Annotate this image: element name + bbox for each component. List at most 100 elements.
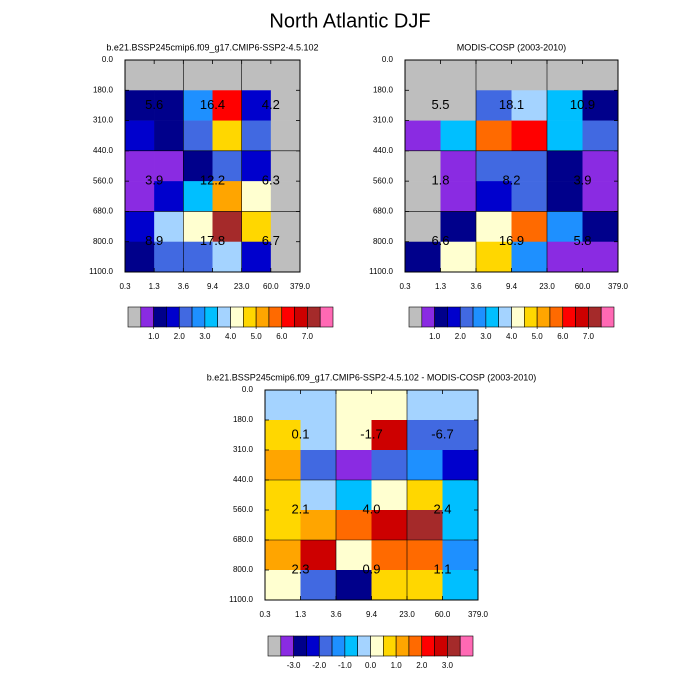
cell — [265, 390, 301, 421]
cell — [511, 211, 548, 243]
cell — [407, 450, 443, 481]
colorbar-label: -2.0 — [312, 661, 326, 670]
y-tick-label: 560.0 — [233, 505, 254, 514]
y-tick-label: 800.0 — [233, 565, 254, 574]
colorbar-box — [268, 306, 283, 328]
cell — [407, 480, 443, 511]
cell — [582, 60, 619, 91]
cell — [265, 540, 301, 571]
cell — [241, 90, 272, 121]
colorbar-box — [127, 306, 142, 328]
cell — [405, 241, 441, 273]
cell — [300, 540, 337, 571]
cell — [212, 181, 242, 212]
colorbar-box — [524, 306, 538, 328]
block-annotation: 1.8 — [431, 173, 449, 188]
cell — [270, 211, 301, 243]
cell — [511, 120, 548, 152]
cell — [476, 241, 512, 273]
block-annotation: 8.9 — [145, 233, 163, 248]
y-tick-label: 680.0 — [233, 535, 254, 544]
y-tick-label: 180.0 — [233, 415, 254, 424]
colorbar-box — [318, 635, 333, 657]
cell — [582, 90, 619, 121]
cell — [270, 120, 301, 152]
cell — [125, 211, 155, 243]
panel-title: b.e21.BSSP245cmip6.f09_g17.CMIP6-SSP2-4.… — [207, 372, 537, 382]
cell — [300, 480, 337, 511]
cell — [300, 510, 337, 541]
colorbar-box — [472, 306, 487, 328]
cell — [547, 120, 583, 152]
block-annotation: 18.1 — [499, 97, 524, 112]
cell — [547, 90, 583, 121]
cell — [154, 120, 184, 152]
colorbar-label: 1.0 — [148, 332, 160, 341]
colorbar-label: 3.0 — [480, 332, 492, 341]
x-tick-label: 60.0 — [435, 610, 451, 619]
x-tick-label: 60.0 — [575, 282, 591, 291]
colorbar-box — [421, 635, 435, 657]
cell — [511, 60, 548, 91]
colorbar-label: 5.0 — [251, 332, 263, 341]
colorbar-label: 7.0 — [302, 332, 314, 341]
colorbar-box — [588, 306, 602, 328]
cell — [511, 150, 548, 182]
y-tick-label: 310.0 — [233, 445, 254, 454]
colorbar-box — [600, 306, 615, 328]
block-annotation: 2.1 — [291, 501, 309, 516]
cell — [405, 181, 441, 212]
cell — [270, 60, 301, 91]
colorbar-label: 2.0 — [416, 661, 428, 670]
x-tick-label: 0.3 — [259, 610, 271, 619]
y-tick-label: 0.0 — [242, 385, 254, 394]
cell — [371, 420, 408, 451]
colorbar-box — [434, 635, 448, 657]
cell — [440, 120, 477, 152]
cell — [511, 181, 548, 212]
cell — [300, 570, 337, 601]
cell — [270, 241, 301, 273]
x-tick-label: 379.0 — [290, 282, 311, 291]
cell — [300, 450, 337, 481]
colorbar-label: 2.0 — [174, 332, 186, 341]
cell — [125, 181, 155, 212]
cell — [336, 450, 372, 481]
cell — [547, 60, 583, 91]
y-tick-label: 310.0 — [373, 116, 394, 125]
block-annotation: -1.7 — [360, 426, 382, 441]
cell — [336, 420, 372, 451]
block-annotation: -6.7 — [431, 426, 453, 441]
cell — [241, 150, 272, 182]
cell — [476, 181, 512, 212]
colorbar-box — [140, 306, 154, 328]
y-tick-label: 800.0 — [373, 237, 394, 246]
colorbar-box — [331, 635, 346, 657]
colorbar-box — [344, 635, 358, 657]
cell — [125, 90, 155, 121]
block-annotation: 16.4 — [200, 97, 225, 112]
colorbar-label: -3.0 — [287, 661, 301, 670]
cell — [183, 150, 213, 182]
cell — [371, 390, 408, 421]
colorbar-box — [395, 635, 410, 657]
cell — [547, 241, 583, 273]
cell — [476, 60, 512, 91]
colorbar-box — [498, 306, 512, 328]
colorbar-label: 1.0 — [429, 332, 441, 341]
colorbar-label: 0.0 — [365, 661, 377, 670]
cell — [476, 150, 512, 182]
cell — [270, 181, 301, 212]
cell — [336, 540, 372, 571]
cell — [547, 150, 583, 182]
block-annotation: 4.2 — [262, 97, 280, 112]
cell — [336, 570, 372, 601]
colorbar-box — [281, 306, 295, 328]
panel-title: b.e21.BSSP245cmip6.f09_g17.CMIP6-SSP2-4.… — [106, 42, 318, 52]
colorbar-box — [536, 306, 551, 328]
cell — [336, 510, 372, 541]
cell — [154, 181, 184, 212]
colorbar-box — [293, 635, 307, 657]
colorbar-box — [319, 306, 334, 328]
cell — [405, 90, 441, 121]
